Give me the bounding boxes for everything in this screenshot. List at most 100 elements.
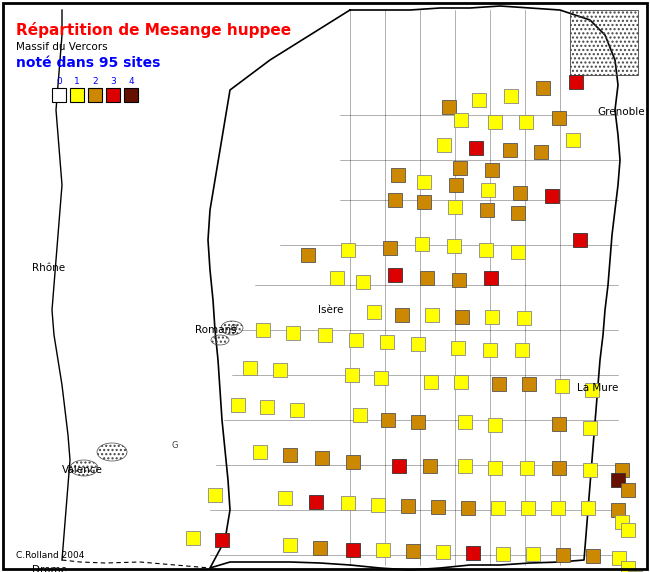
Bar: [492, 377, 506, 391]
Bar: [513, 186, 527, 200]
Bar: [522, 377, 536, 391]
Text: G: G: [172, 440, 178, 450]
Bar: [552, 461, 566, 475]
Bar: [447, 239, 461, 253]
Bar: [503, 143, 517, 157]
Bar: [621, 561, 635, 572]
Bar: [485, 163, 499, 177]
Bar: [615, 463, 629, 477]
Bar: [313, 541, 327, 555]
Bar: [451, 341, 465, 355]
Bar: [380, 335, 394, 349]
Bar: [455, 310, 469, 324]
Bar: [395, 308, 409, 322]
Bar: [374, 371, 388, 385]
Bar: [88, 88, 102, 102]
Bar: [273, 363, 287, 377]
Bar: [520, 461, 534, 475]
Bar: [458, 415, 472, 429]
Bar: [454, 375, 468, 389]
Bar: [392, 459, 406, 473]
Bar: [401, 499, 415, 513]
Bar: [515, 343, 529, 357]
Text: Massif du Vercors: Massif du Vercors: [16, 42, 108, 52]
Bar: [425, 308, 439, 322]
Bar: [583, 421, 597, 435]
Bar: [290, 403, 304, 417]
Bar: [286, 326, 300, 340]
Bar: [454, 113, 468, 127]
Text: Romans: Romans: [195, 325, 237, 335]
Bar: [411, 337, 425, 351]
Text: noté dans 95 sites: noté dans 95 sites: [16, 56, 161, 70]
Bar: [504, 89, 518, 103]
Bar: [411, 415, 425, 429]
Bar: [346, 543, 360, 557]
Bar: [124, 88, 138, 102]
Bar: [186, 531, 200, 545]
Bar: [484, 271, 498, 285]
Bar: [615, 515, 629, 529]
Bar: [479, 243, 493, 257]
Bar: [106, 88, 120, 102]
Bar: [511, 245, 525, 259]
Bar: [545, 189, 559, 203]
Bar: [551, 501, 565, 515]
Text: Grenoble: Grenoble: [597, 107, 645, 117]
Bar: [488, 418, 502, 432]
Bar: [488, 461, 502, 475]
Bar: [611, 503, 625, 517]
Bar: [406, 544, 420, 558]
Text: Valence: Valence: [62, 465, 103, 475]
Bar: [452, 273, 466, 287]
Text: Rhône: Rhône: [32, 263, 65, 273]
Bar: [330, 271, 344, 285]
Text: 1: 1: [74, 77, 80, 86]
Bar: [349, 333, 363, 347]
Bar: [383, 241, 397, 255]
Bar: [367, 305, 381, 319]
Bar: [448, 200, 462, 214]
Bar: [521, 501, 535, 515]
Bar: [566, 133, 580, 147]
Bar: [208, 488, 222, 502]
Text: Drome: Drome: [32, 565, 67, 572]
Text: 3: 3: [110, 77, 116, 86]
Bar: [388, 193, 402, 207]
Text: La Mure: La Mure: [577, 383, 618, 393]
Bar: [283, 538, 297, 552]
Bar: [449, 178, 463, 192]
Bar: [481, 183, 495, 197]
Bar: [437, 138, 451, 152]
Bar: [341, 243, 355, 257]
Bar: [573, 233, 587, 247]
Bar: [621, 483, 635, 497]
Bar: [458, 459, 472, 473]
Bar: [388, 268, 402, 282]
Bar: [569, 75, 583, 89]
Bar: [556, 548, 570, 562]
Bar: [517, 311, 531, 325]
Bar: [417, 175, 431, 189]
Bar: [472, 93, 486, 107]
Bar: [519, 115, 533, 129]
Bar: [612, 551, 626, 565]
Bar: [586, 549, 600, 563]
Bar: [371, 498, 385, 512]
Bar: [570, 10, 638, 75]
Bar: [552, 417, 566, 431]
Bar: [381, 413, 395, 427]
Bar: [536, 81, 550, 95]
Bar: [628, 571, 642, 572]
Bar: [442, 100, 456, 114]
Bar: [215, 533, 229, 547]
Bar: [391, 168, 405, 182]
Bar: [611, 473, 625, 487]
Bar: [483, 343, 497, 357]
Text: 0: 0: [56, 77, 62, 86]
Bar: [278, 491, 292, 505]
Bar: [436, 545, 450, 559]
Bar: [511, 206, 525, 220]
Bar: [353, 408, 367, 422]
Bar: [417, 195, 431, 209]
